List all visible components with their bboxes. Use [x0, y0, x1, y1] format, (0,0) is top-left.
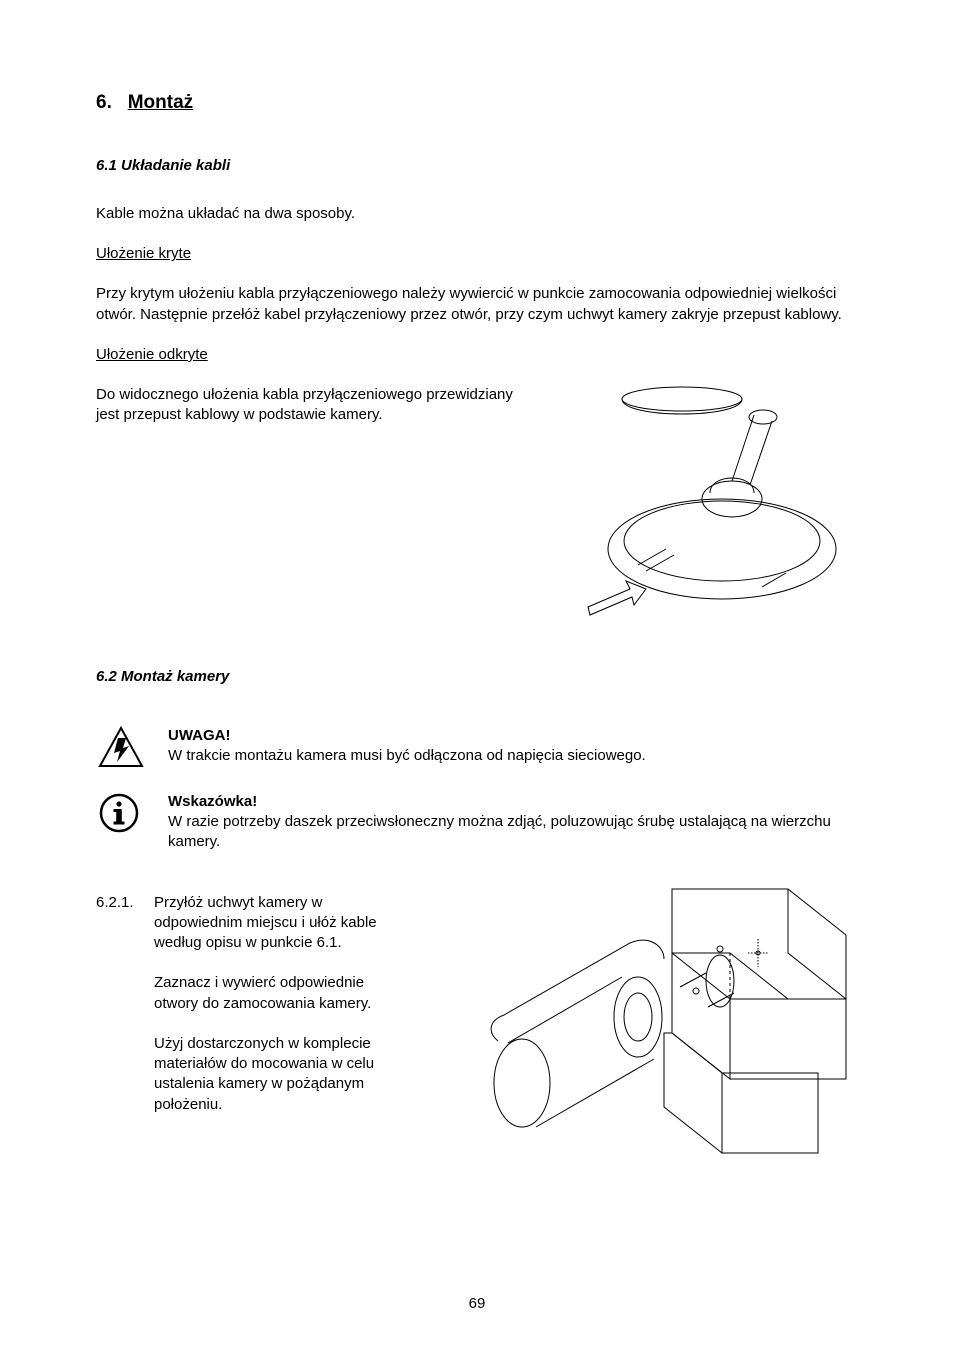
info-title: Wskazówka! — [168, 793, 257, 810]
figure-camera-base — [582, 381, 858, 627]
camera-base-icon — [582, 381, 858, 621]
document-page: 6. Montaż 6.1 Układanie kabli Kable możn… — [0, 0, 954, 1350]
warning-notice: UWAGA! W trakcie montażu kamera musi być… — [96, 726, 858, 774]
info-icon — [96, 792, 168, 840]
section-heading: 6. Montaż — [96, 90, 858, 116]
info-notice: Wskazówka! W razie potrzeby daszek przec… — [96, 792, 858, 853]
sub61-exposed-text: Do widocznego ułożenia kabla przyłączeni… — [96, 385, 536, 426]
section-number: 6. — [96, 92, 112, 113]
info-body: W razie potrzeby daszek przeciwsłoneczny… — [168, 813, 831, 850]
step-p3: Użyj dostarczonych w komplecie materiałó… — [154, 1034, 404, 1115]
step-p1: Przyłóż uchwyt kamery w odpowiednim miej… — [154, 893, 404, 954]
warning-title: UWAGA! — [168, 727, 231, 744]
sub61-exposed-label: Ułożenie odkryte — [96, 345, 858, 365]
warning-icon — [96, 726, 168, 774]
sub61-intro: Kable można układać na dwa sposoby. — [96, 204, 858, 224]
figure-wall-mount — [458, 883, 858, 1189]
warning-body: W trakcie montażu kamera musi być odłącz… — [168, 747, 646, 764]
step-body: Przyłóż uchwyt kamery w odpowiednim miej… — [154, 893, 404, 1135]
step-number: 6.2.1. — [96, 893, 154, 913]
subsection-61-heading: 6.1 Układanie kabli — [96, 156, 858, 176]
wall-mount-icon — [458, 883, 858, 1183]
warning-text-block: UWAGA! W trakcie montażu kamera musi być… — [168, 726, 858, 767]
step-p2: Zaznacz i wywierć odpowiednie otwory do … — [154, 973, 404, 1014]
page-number: 69 — [0, 1294, 954, 1314]
info-text-block: Wskazówka! W razie potrzeby daszek przec… — [168, 792, 858, 853]
subsection-62-heading: 6.2 Montaż kamery — [96, 667, 858, 687]
sub61-hidden-label: Ułożenie kryte — [96, 244, 858, 264]
section-title-text: Montaż — [128, 92, 193, 113]
sub61-hidden-text: Przy krytym ułożeniu kabla przyłączeniow… — [96, 284, 858, 325]
step-621: 6.2.1. Przyłóż uchwyt kamery w odpowiedn… — [96, 893, 448, 1135]
